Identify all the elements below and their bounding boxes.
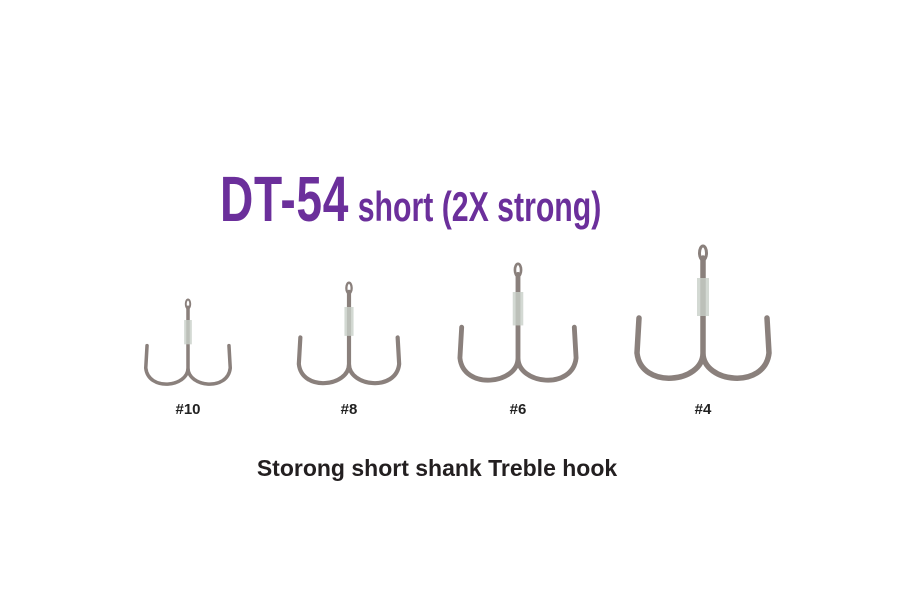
treble-hook-icon xyxy=(143,298,233,386)
treble-hook-icon xyxy=(296,281,402,386)
hook-size-label: #10 xyxy=(175,401,201,418)
treble-hook-icon xyxy=(457,262,579,383)
product-title: DT-54 short (2X strong) xyxy=(220,162,601,236)
hook-size-label: #8 xyxy=(340,401,358,418)
hook-size-label: #4 xyxy=(694,401,712,418)
caption: Storong short shank Treble hook xyxy=(256,455,618,481)
model-name: DT-54 xyxy=(220,163,350,235)
hook-size-label: #6 xyxy=(509,401,527,418)
treble-hook-icon xyxy=(634,244,772,381)
model-description: short (2X strong) xyxy=(357,183,602,230)
